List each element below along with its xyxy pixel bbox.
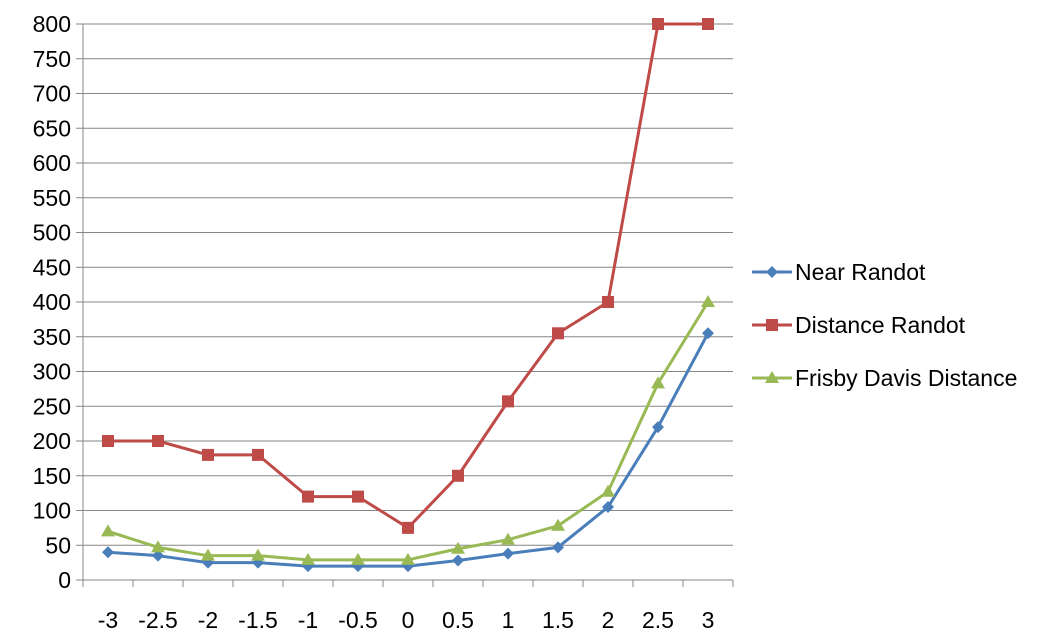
legend-marker (765, 371, 779, 383)
legend-item: Distance Randot (752, 312, 966, 338)
y-tick-label: 300 (33, 359, 71, 385)
data-point (402, 521, 414, 534)
data-point (152, 549, 164, 562)
y-tick-labels: 0 50 100 150 200 250 300 350 400 450 500 550 600 650 7… (33, 11, 71, 593)
data-point (201, 548, 215, 561)
y-tick-label: 50 (45, 532, 71, 558)
data-point (502, 395, 514, 408)
series-line (108, 22, 708, 530)
data-point (552, 541, 564, 554)
x-tick-label: -0.5 (338, 607, 378, 633)
y-tick-label: 100 (33, 498, 71, 524)
x-tick-label: 2 (602, 607, 615, 633)
x-tick-label: 1.5 (542, 607, 574, 633)
y-tick-label: 500 (33, 220, 71, 246)
legend: Near Randot Distance Randot Frisby Davis D… (752, 259, 1017, 391)
data-point (701, 295, 715, 307)
data-point (302, 490, 314, 503)
x-tick-label: -3 (98, 607, 118, 633)
x-tick-label: -2.5 (138, 607, 178, 633)
data-point (202, 448, 214, 461)
x-tick-label: -1.5 (238, 607, 278, 633)
data-point (601, 484, 615, 497)
data-point (551, 518, 565, 531)
data-point (401, 552, 415, 565)
data-point (251, 548, 265, 561)
y-tick-label: 700 (33, 81, 71, 107)
data-point (501, 532, 515, 545)
data-point (102, 546, 114, 559)
data-point (552, 327, 564, 340)
data-point (352, 490, 364, 503)
y-tick-label: 350 (33, 324, 71, 350)
y-tick-label: 600 (33, 150, 71, 176)
data-point (702, 327, 714, 340)
data-point (301, 552, 315, 565)
legend-marker (766, 319, 778, 331)
y-tick-label: 150 (33, 463, 71, 489)
series-layer (101, 18, 715, 573)
y-tick-label: 800 (33, 11, 71, 37)
data-point (652, 18, 664, 30)
data-point (452, 554, 464, 567)
y-tick-label: 250 (33, 393, 71, 419)
legend-label: Near Randot (795, 259, 926, 285)
legend-label: Distance Randot (795, 312, 966, 338)
data-point (101, 524, 115, 537)
data-point (652, 421, 664, 434)
axes (76, 23, 734, 587)
data-point (602, 296, 614, 308)
data-point (252, 448, 264, 461)
data-point (102, 435, 114, 447)
data-point (451, 541, 465, 554)
x-tick-label: 0.5 (442, 607, 474, 633)
series-2 (101, 295, 715, 565)
data-point (651, 376, 665, 389)
x-tick-label: 0 (402, 607, 415, 633)
data-point (702, 18, 714, 30)
x-tick-label: 3 (702, 607, 715, 633)
data-point (602, 501, 614, 514)
series-0 (102, 327, 714, 573)
series-line (107, 301, 710, 562)
y-tick-label: 550 (33, 185, 71, 211)
legend-item: Near Randot (752, 259, 926, 285)
data-point (502, 547, 514, 560)
data-point (151, 540, 165, 553)
series-1 (102, 18, 714, 534)
y-tick-label: 450 (33, 254, 71, 280)
legend-label: Frisby Davis Distance (795, 365, 1017, 391)
legend-marker (766, 266, 778, 278)
y-tick-label: 0 (58, 567, 71, 593)
data-point (351, 552, 365, 565)
x-tick-label: 2.5 (642, 607, 674, 633)
y-tick-label: 750 (33, 46, 71, 72)
data-point (452, 469, 464, 482)
x-tick-label: -1 (298, 607, 318, 633)
y-tick-label: 400 (33, 289, 71, 315)
gridlines (83, 23, 733, 546)
data-point (152, 435, 164, 447)
legend-item: Frisby Davis Distance (752, 365, 1017, 391)
x-tick-label: -2 (198, 607, 218, 633)
x-tick-label: 1 (502, 607, 515, 633)
y-tick-label: 200 (33, 428, 71, 454)
x-tick-labels: -3 -2.5 -2 -1.5 -1 -0.5 0 0.5 1 1.5 2 2.5 3 (98, 607, 715, 633)
y-tick-label: 650 (33, 115, 71, 141)
